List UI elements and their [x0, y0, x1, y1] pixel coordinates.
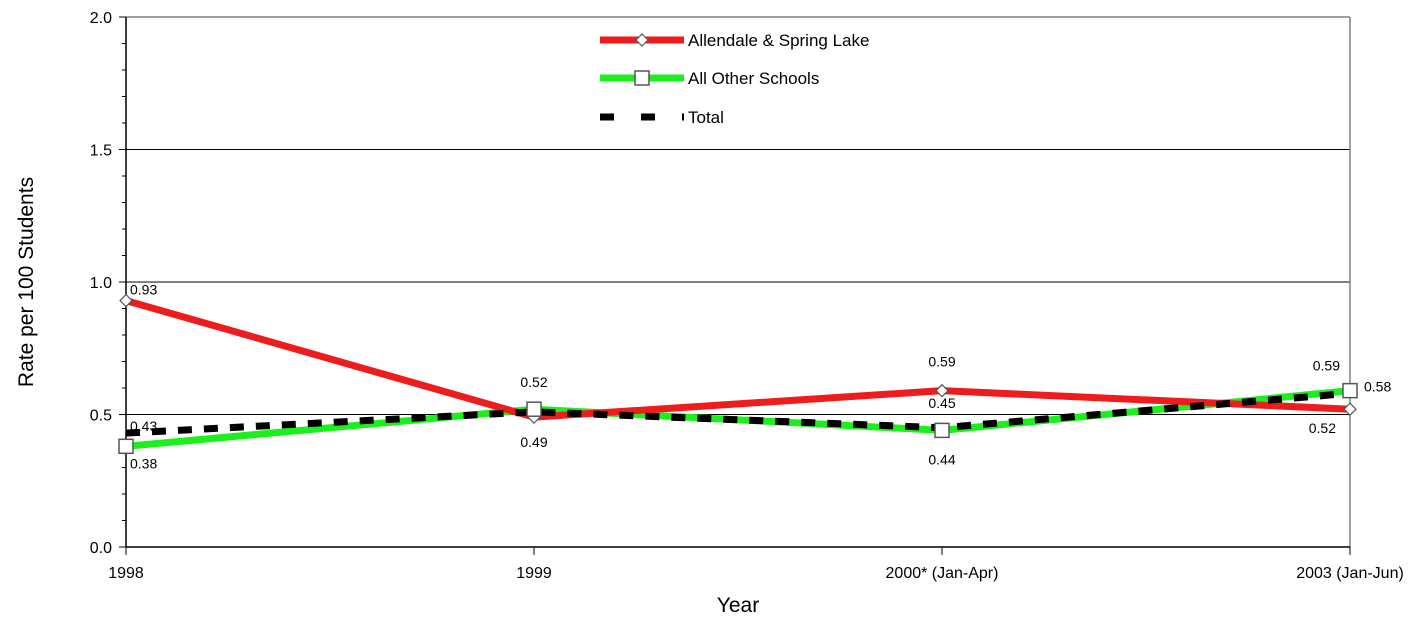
series-line-2	[125, 389, 1351, 437]
x-tick-label: 1999	[516, 565, 552, 582]
legend-label: Allendale & Spring Lake	[688, 31, 869, 50]
y-tick-label: 1.0	[90, 275, 112, 292]
marker-square	[526, 401, 542, 417]
data-labels: 0.93 0.49 0.59 0.52 0.38 0.52 0.44 0.59 0.43 0.45…	[130, 282, 1391, 472]
legend-label: Total	[688, 108, 724, 127]
y-tick-label: 2.0	[90, 10, 112, 27]
series-line-0	[125, 297, 1351, 421]
data-label: 0.58	[1364, 378, 1391, 394]
series-layer	[118, 293, 1358, 455]
axes: 0.0 0.5 1.0 1.5 2.0 1998 1999 2000* (Jan-Apr) 20…	[90, 10, 1404, 582]
data-label: 0.93	[130, 282, 157, 298]
y-axis-title: Rate per 100 Students	[15, 177, 38, 387]
y-tick-label: 1.5	[90, 143, 112, 160]
data-label: 0.52	[1309, 420, 1336, 436]
marker-square	[1342, 382, 1358, 399]
legend-marker-diamond	[635, 33, 649, 47]
marker-square	[118, 438, 134, 455]
x-tick-label: 2000* (Jan-Apr)	[886, 565, 999, 582]
y-tick-label: 0.0	[90, 540, 112, 557]
y-tick-label: 0.5	[90, 408, 112, 425]
legend-label: All Other Schools	[688, 69, 819, 88]
marker-diamond	[935, 383, 949, 398]
data-label: 0.59	[1313, 358, 1340, 374]
data-label: 0.38	[130, 455, 157, 471]
data-label: 0.44	[928, 451, 955, 467]
data-label: 0.49	[520, 434, 547, 450]
data-label: 0.43	[130, 418, 157, 434]
x-tick-label: 2003 (Jan-Jun)	[1296, 565, 1404, 582]
marker-square	[934, 422, 950, 439]
x-tick-label: 1998	[108, 565, 144, 582]
legend: Allendale & Spring Lake All Other Schools…	[600, 31, 869, 127]
data-label: 0.52	[520, 374, 547, 390]
data-label: 0.45	[928, 395, 955, 411]
x-axis-title: Year	[717, 594, 759, 617]
data-label: 0.59	[928, 354, 955, 370]
marker-diamond	[119, 293, 133, 308]
marker-diamond	[1343, 402, 1357, 417]
legend-marker-square	[634, 70, 650, 86]
